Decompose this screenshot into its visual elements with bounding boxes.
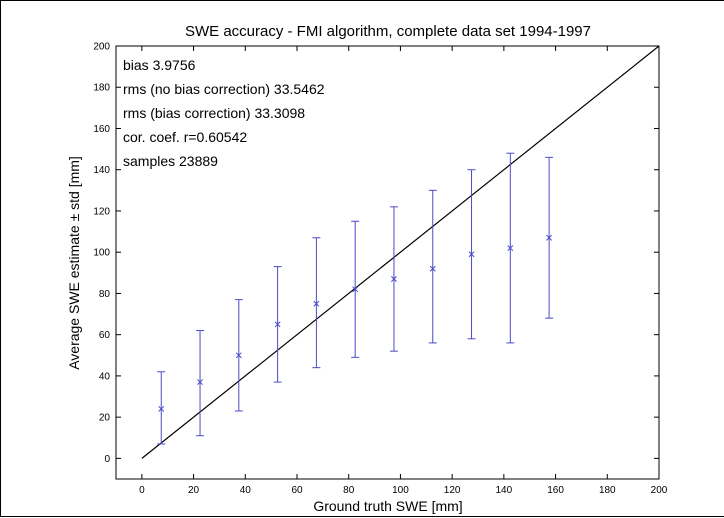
y-tick-label: 80 <box>99 289 111 300</box>
x-axis-label: Ground truth SWE [mm] <box>313 498 462 514</box>
x-tick-label: 200 <box>651 485 668 496</box>
x-tick-label: 0 <box>139 485 145 496</box>
y-tick-label: 120 <box>93 206 110 217</box>
y-axis-label: Average SWE estimate ± std [mm] <box>66 156 82 370</box>
y-tick-label: 60 <box>99 330 111 341</box>
one-to-one-line <box>141 45 660 459</box>
y-tick-label: 180 <box>93 83 110 94</box>
data-point <box>429 265 436 272</box>
data-point <box>235 352 242 359</box>
data-point-stroke <box>391 276 397 282</box>
x-tick-label: 20 <box>188 485 200 496</box>
data-point <box>274 321 281 328</box>
data-point-stroke <box>235 352 242 359</box>
data-point <box>158 405 165 412</box>
data-point-stroke <box>507 245 514 252</box>
x-tick-label: 100 <box>392 485 409 496</box>
x-tick-label: 120 <box>444 485 461 496</box>
y-tick-label: 100 <box>93 248 110 259</box>
y-tick-label: 160 <box>93 124 110 135</box>
x-tick-label: 40 <box>240 485 252 496</box>
data-point <box>352 286 359 293</box>
stat-annotation: bias 3.9756 <box>123 57 196 73</box>
statistics-annotations: bias 3.9756 rms (no bias correction) 33.5… <box>123 57 325 169</box>
y-tick-label: 40 <box>99 371 111 382</box>
x-tick-label: 160 <box>547 485 564 496</box>
x-tick-label: 80 <box>343 485 355 496</box>
x-tick-label: 60 <box>291 485 303 496</box>
data-point-stroke <box>468 251 475 258</box>
data-point <box>391 276 397 282</box>
data-point-stroke <box>274 321 281 328</box>
data-point-stroke <box>313 300 320 307</box>
stat-annotation: cor. coef. r=0.60542 <box>123 129 247 145</box>
data-point <box>507 245 514 252</box>
axis-ticks: 0 20 40 60 80 100 120 140 160 180 200 0 20 40 60 80 100 1… <box>93 42 667 497</box>
data-point-stroke <box>197 379 203 386</box>
stat-annotation: rms (no bias correction) 33.5462 <box>123 81 325 97</box>
data-point-stroke <box>429 265 436 272</box>
y-tick-label: 140 <box>93 165 110 176</box>
y-tick-label: 200 <box>93 42 110 53</box>
chart-title: SWE accuracy - FMI algorithm, complete d… <box>185 23 591 40</box>
stat-annotation: samples 23889 <box>123 153 218 169</box>
data-point <box>468 251 475 258</box>
x-tick-label: 140 <box>496 485 513 496</box>
y-tick-label: 20 <box>99 413 111 424</box>
stat-annotation: rms (bias correction) 33.3098 <box>123 105 305 121</box>
data-point <box>313 300 320 307</box>
data-point <box>546 234 553 241</box>
data-point-stroke <box>158 405 165 412</box>
data-point <box>197 379 203 386</box>
data-marks <box>141 45 660 459</box>
data-point-stroke <box>352 286 359 293</box>
y-tick-label: 0 <box>104 454 110 465</box>
x-tick-label: 180 <box>599 485 616 496</box>
data-point-stroke <box>546 234 553 241</box>
